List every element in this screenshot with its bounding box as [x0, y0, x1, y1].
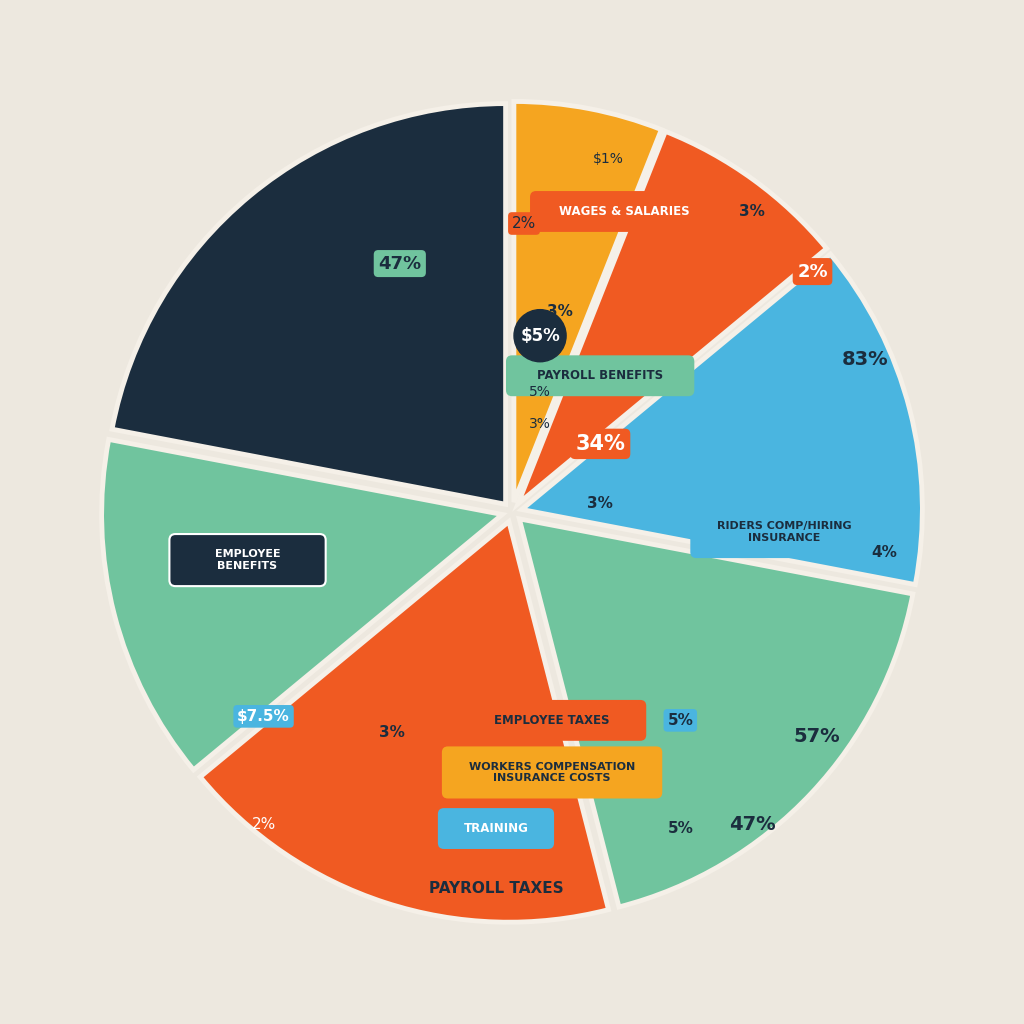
FancyBboxPatch shape — [690, 506, 879, 558]
Text: PAYROLL TAXES: PAYROLL TAXES — [429, 882, 563, 896]
FancyBboxPatch shape — [438, 808, 554, 849]
Wedge shape — [200, 521, 608, 923]
Text: 3%: 3% — [587, 497, 613, 511]
Text: 26%: 26% — [247, 414, 297, 434]
Wedge shape — [101, 439, 503, 770]
FancyBboxPatch shape — [169, 535, 326, 586]
Text: TRAINING: TRAINING — [464, 822, 528, 835]
Text: 3%: 3% — [379, 725, 404, 740]
FancyBboxPatch shape — [506, 355, 694, 396]
Text: $1%: $1% — [593, 153, 624, 166]
Text: 4%: 4% — [871, 545, 898, 559]
Text: WAGES & SALARIES: WAGES & SALARIES — [559, 205, 689, 218]
Wedge shape — [521, 254, 923, 585]
Text: $7.5%: $7.5% — [238, 709, 290, 724]
Text: 4%: 4% — [467, 304, 493, 319]
Text: 3%: 3% — [529, 417, 551, 431]
Text: 8%: 8% — [469, 264, 490, 279]
Text: 2%: 2% — [159, 365, 184, 379]
Text: 34%: 34% — [575, 434, 625, 454]
FancyBboxPatch shape — [442, 746, 663, 799]
Text: PAYROLL BENEFITS: PAYROLL BENEFITS — [538, 370, 664, 382]
Text: 5%: 5% — [668, 821, 693, 836]
Text: 5%: 5% — [529, 385, 551, 398]
Wedge shape — [519, 519, 913, 907]
Text: 2%: 2% — [252, 817, 275, 833]
Text: 83%: 83% — [842, 350, 888, 370]
Text: 2%: 2% — [512, 216, 537, 231]
Text: 47%: 47% — [729, 815, 776, 834]
Text: 47%: 47% — [378, 255, 421, 272]
Text: 3%: 3% — [547, 304, 573, 319]
Text: 2%: 2% — [798, 262, 827, 281]
Text: WORKERS COMPENSATION
INSURANCE COSTS: WORKERS COMPENSATION INSURANCE COSTS — [469, 762, 635, 783]
Text: 5%: 5% — [668, 713, 693, 728]
FancyBboxPatch shape — [530, 191, 719, 231]
Text: $5%: $5% — [520, 327, 560, 345]
Wedge shape — [514, 101, 662, 502]
FancyBboxPatch shape — [458, 700, 646, 740]
Text: EMPLOYEE TAXES: EMPLOYEE TAXES — [495, 714, 610, 727]
Text: 3%: 3% — [739, 204, 765, 219]
Text: EMPLOYEE
BENEFITS: EMPLOYEE BENEFITS — [215, 549, 281, 571]
Text: RIDERS COMP/HIRING
INSURANCE: RIDERS COMP/HIRING INSURANCE — [717, 521, 852, 543]
Wedge shape — [518, 131, 826, 504]
Wedge shape — [112, 103, 506, 504]
Text: Z%: Z% — [480, 184, 503, 199]
Circle shape — [514, 309, 566, 361]
Text: 57%: 57% — [794, 727, 840, 745]
